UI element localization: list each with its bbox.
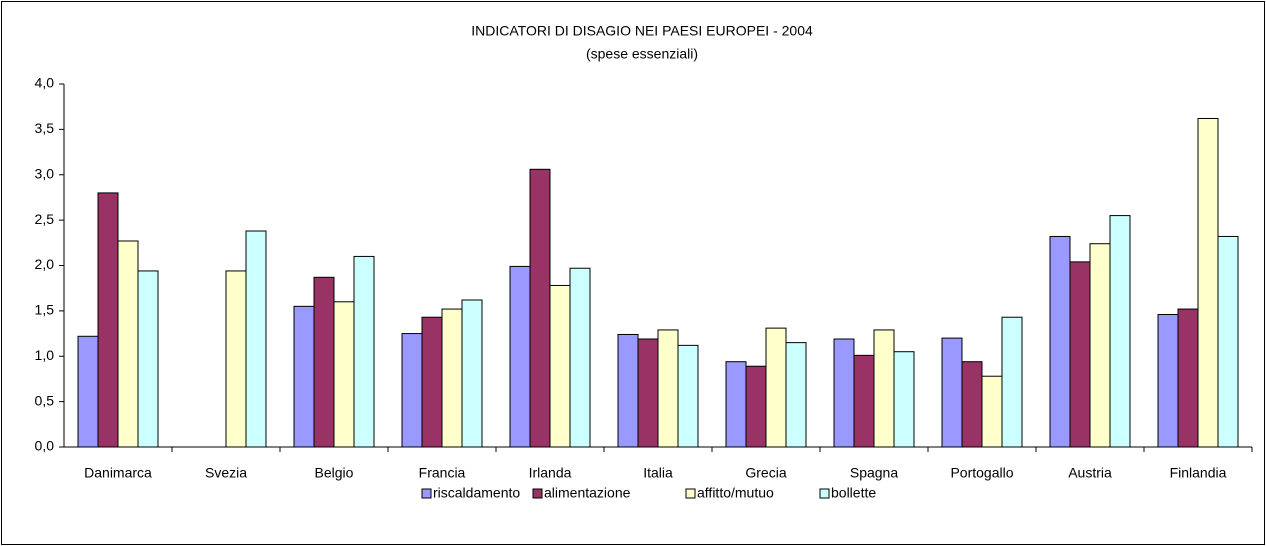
legend-swatch [421, 488, 432, 499]
bar [765, 327, 787, 448]
bar [1157, 314, 1179, 448]
legend-swatch [685, 488, 696, 499]
x-tick-label: Austria [1068, 465, 1112, 481]
y-tick-label: 4,0 [35, 75, 55, 91]
y-tick-label: 3,0 [35, 165, 55, 181]
bar [77, 335, 99, 448]
bar [853, 354, 875, 448]
bar [637, 338, 659, 448]
y-tick-label: 2,5 [35, 211, 55, 227]
x-tick-label: Finlandia [1170, 465, 1227, 481]
bar [97, 192, 119, 448]
bar [981, 375, 1003, 448]
bar [549, 284, 571, 448]
chart-title: INDICATORI DI DISAGIO NEI PAESI EUROPEI … [471, 23, 813, 39]
bar [117, 240, 139, 448]
bar [1197, 117, 1219, 448]
bar [569, 267, 591, 448]
bar [725, 361, 747, 448]
bar [745, 365, 767, 448]
bar [137, 270, 159, 448]
x-tick-label: Grecia [745, 465, 786, 481]
bar [353, 255, 375, 448]
bar [529, 168, 551, 448]
x-tick-label: Spagna [850, 465, 898, 481]
bar [313, 276, 335, 448]
x-tick-label: Portogallo [950, 465, 1013, 481]
x-tick-label: Belgio [315, 465, 354, 481]
bar [785, 342, 807, 448]
legend-label: bollette [831, 485, 876, 501]
bar [245, 230, 267, 448]
bar [893, 351, 915, 448]
y-tick-label: 1,5 [35, 302, 55, 318]
bar [333, 301, 355, 448]
bar [941, 337, 963, 448]
bar [293, 305, 315, 448]
y-tick-label: 1,0 [35, 347, 55, 363]
bar [421, 316, 443, 448]
y-tick-label: 2,0 [35, 256, 55, 272]
bar [833, 338, 855, 448]
bar [961, 361, 983, 448]
bar [1069, 261, 1091, 448]
bar [461, 299, 483, 448]
bar [509, 265, 531, 448]
bar [657, 329, 679, 448]
bar [225, 270, 247, 448]
bar [1177, 308, 1199, 448]
bar [677, 344, 699, 448]
bar [1001, 316, 1023, 448]
bar [1109, 215, 1131, 448]
x-tick-label: Francia [419, 465, 466, 481]
bar [401, 333, 423, 448]
bar [441, 308, 463, 448]
legend-label: riscaldamento [433, 485, 520, 501]
legend-swatch [532, 488, 543, 499]
x-tick-label: Italia [643, 465, 673, 481]
legend-label: alimentazione [544, 485, 631, 501]
bar [873, 329, 895, 448]
legend-label: affitto/mutuo [697, 485, 774, 501]
y-tick-label: 0,5 [35, 392, 55, 408]
y-tick-label: 3,5 [35, 120, 55, 136]
bar [617, 333, 639, 448]
x-tick-label: Irlanda [529, 465, 572, 481]
chart-subtitle: (spese essenziali) [586, 46, 698, 62]
bar [1049, 235, 1071, 448]
x-tick-label: Danimarca [84, 465, 152, 481]
legend-swatch [819, 488, 830, 499]
x-tick-label: Svezia [205, 465, 247, 481]
bar [1217, 235, 1239, 448]
bar [1089, 243, 1111, 448]
y-tick-label: 0,0 [35, 438, 55, 454]
